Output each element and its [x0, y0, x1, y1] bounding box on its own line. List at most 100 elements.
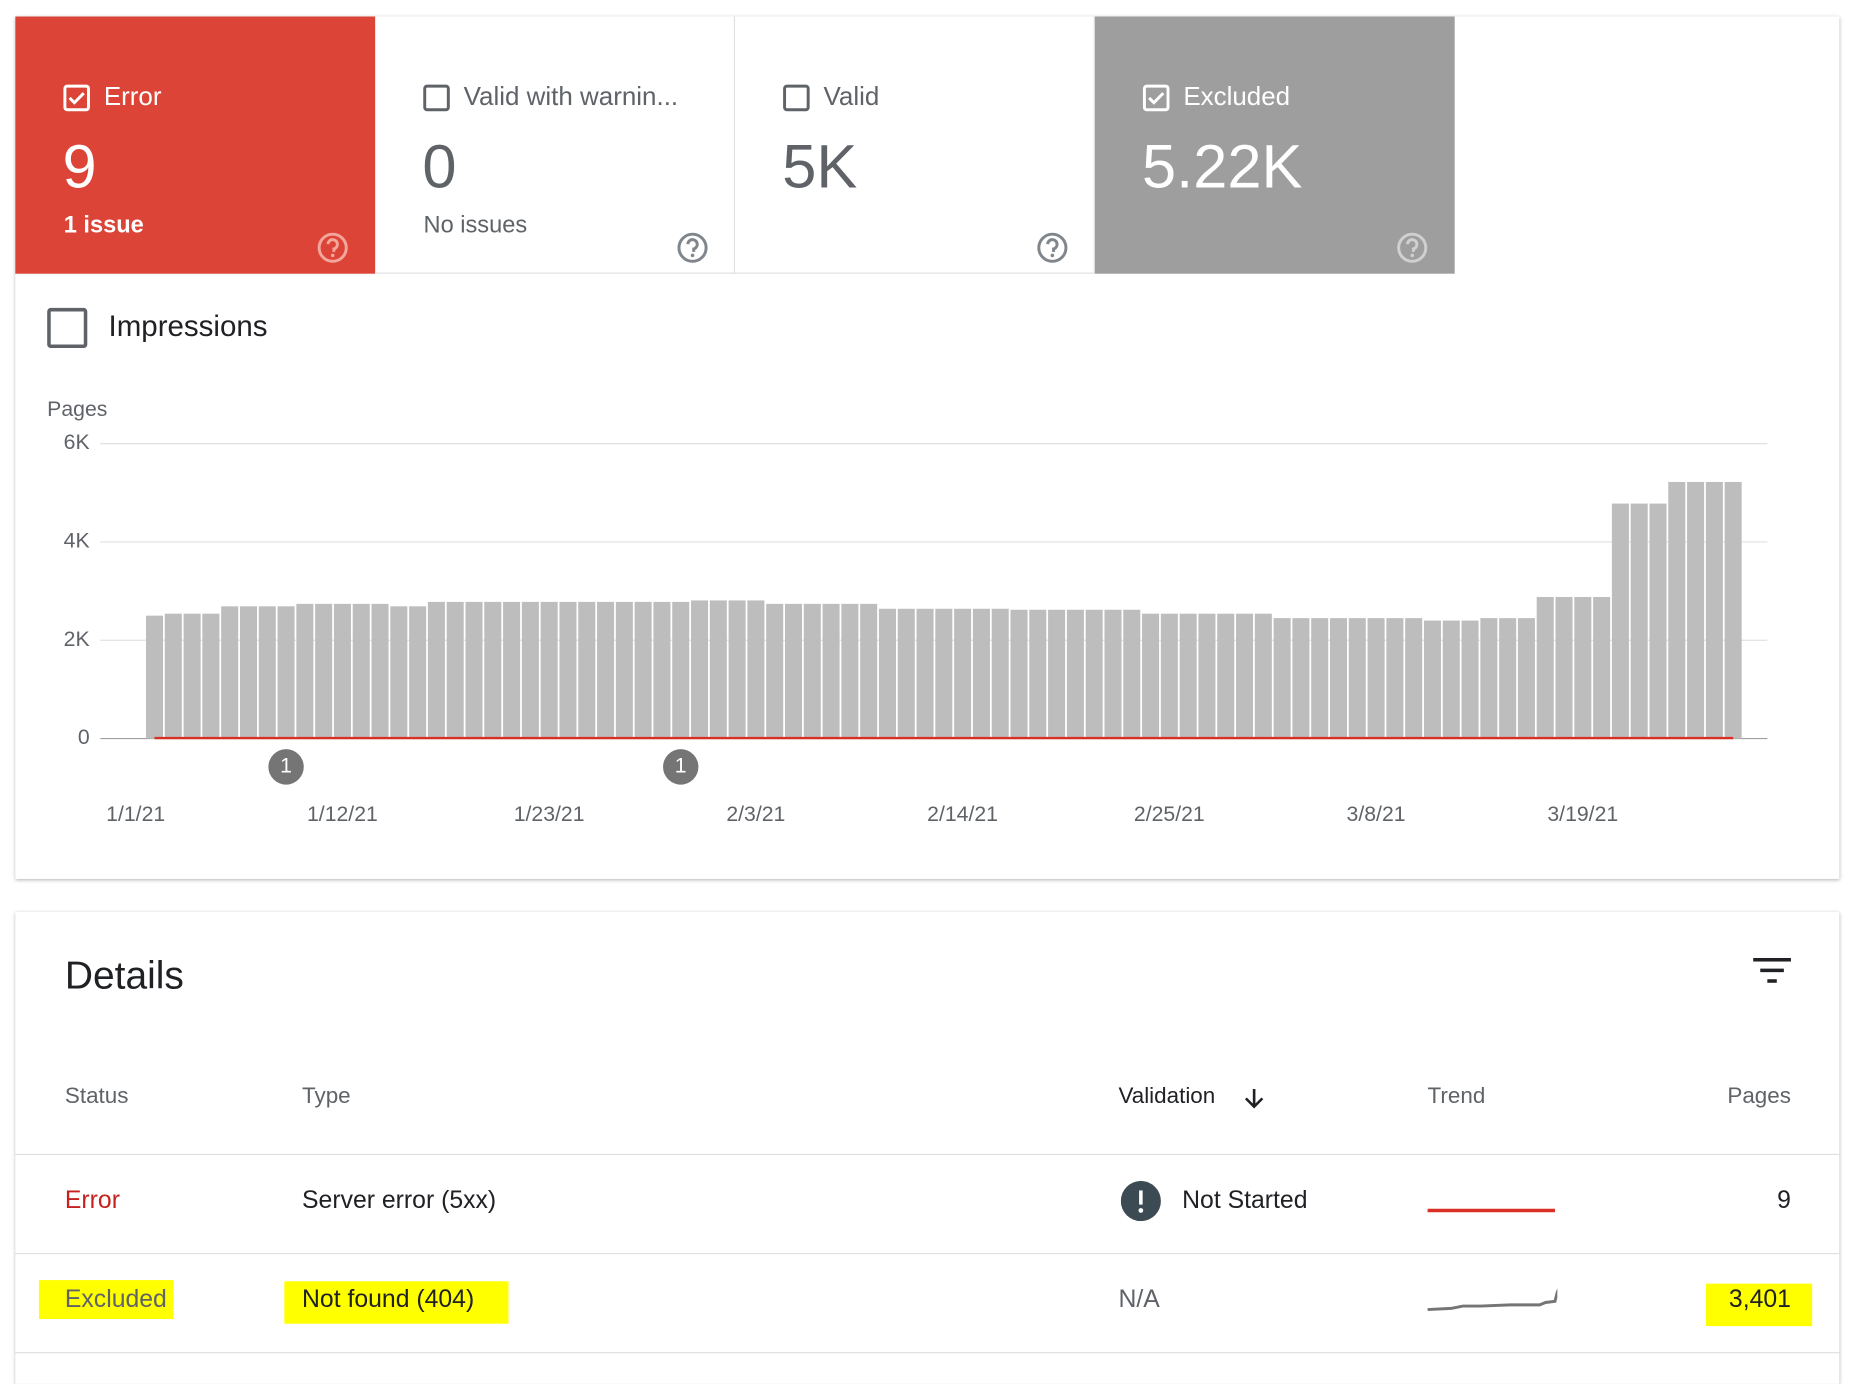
bar — [1104, 609, 1122, 739]
bar — [747, 600, 765, 739]
bar — [803, 603, 821, 739]
bar — [446, 601, 464, 739]
bar — [897, 608, 915, 739]
status-icon — [1120, 1180, 1161, 1222]
highlight — [38, 1280, 174, 1320]
pages: 3,401 — [1728, 1285, 1791, 1314]
trend — [1427, 1288, 1558, 1312]
bar — [371, 603, 389, 739]
valid-tile[interactable]: Valid 5K — [735, 16, 1095, 274]
bar — [653, 601, 671, 739]
bar — [822, 603, 840, 739]
bar — [164, 613, 182, 739]
x-tick-label: 1/23/21 — [514, 803, 585, 826]
x-tick-label: 3/8/21 — [1347, 803, 1406, 826]
column-header[interactable]: Trend — [1427, 1084, 1486, 1110]
sort-arrow[interactable] — [1241, 1085, 1267, 1111]
bar — [239, 606, 257, 739]
tile-sub: 1 issue — [63, 212, 144, 239]
divider — [15, 1153, 1840, 1156]
bar — [1499, 618, 1517, 739]
bar — [991, 608, 1009, 739]
filter-icon[interactable] — [1751, 956, 1793, 987]
bar — [878, 608, 896, 739]
bar — [409, 606, 427, 739]
bar — [615, 601, 633, 739]
help-icon[interactable] — [316, 231, 349, 264]
bar — [315, 603, 333, 739]
warning-tile[interactable]: Valid with warnin... 0 No issues — [375, 16, 736, 274]
pages: 9 — [1777, 1186, 1791, 1215]
bar — [1198, 613, 1216, 739]
tile-sub: No issues — [423, 212, 528, 239]
bar — [1123, 609, 1141, 739]
chart: Pages 0 2K 4K 6K 1/1/21 1/12/21 1/23/21 2/3/21 2… — [47, 398, 1768, 826]
impressions-label: Impressions — [108, 310, 268, 344]
bar — [1423, 620, 1441, 739]
bar — [540, 601, 558, 739]
bar — [352, 603, 370, 739]
bar — [1010, 609, 1028, 739]
bar — [390, 606, 408, 739]
bar — [521, 601, 539, 739]
x-tick-label: 2/25/21 — [1134, 803, 1205, 826]
bar — [1574, 596, 1592, 739]
status: Error — [64, 1186, 120, 1215]
bar — [183, 613, 201, 739]
checkbox[interactable] — [1142, 84, 1170, 112]
bar — [1048, 609, 1066, 739]
impressions-checkbox[interactable] — [47, 307, 88, 349]
x-tick-label: 2/14/21 — [927, 803, 998, 826]
x-tick-label: 3/19/21 — [1547, 803, 1618, 826]
tile-label: Error — [103, 81, 162, 111]
column-header[interactable]: Status — [64, 1084, 129, 1110]
tile-label: Valid — [823, 81, 880, 111]
y-tick-label: 2K — [64, 628, 90, 651]
tile-value: 5.22K — [1142, 133, 1303, 202]
type: Not found (404) — [302, 1285, 475, 1314]
checkbox[interactable] — [782, 84, 810, 112]
column-header[interactable]: Pages — [1727, 1084, 1791, 1110]
y-tick-label: 4K — [64, 530, 90, 553]
bar — [1066, 609, 1084, 739]
bar — [1348, 618, 1366, 739]
bar — [954, 608, 972, 739]
bar — [1611, 503, 1629, 739]
highlight — [284, 1281, 509, 1324]
bar — [1029, 609, 1047, 739]
type: Server error (5xx) — [302, 1186, 497, 1215]
help-icon[interactable] — [1036, 231, 1069, 264]
excluded-tile[interactable]: Excluded 5.22K — [1094, 16, 1455, 274]
bar — [1442, 620, 1460, 739]
bar — [1687, 481, 1705, 739]
y-tick-label: 6K — [64, 431, 90, 454]
bar — [146, 615, 164, 739]
bar — [1367, 618, 1385, 739]
bar — [1630, 503, 1648, 739]
details-title: Details — [64, 953, 184, 997]
error-tile[interactable]: Error 9 1 issue — [15, 16, 376, 274]
bar — [333, 603, 351, 739]
checkbox[interactable] — [63, 84, 91, 112]
bar — [1329, 618, 1348, 739]
bar — [296, 603, 314, 739]
help-icon[interactable] — [1396, 231, 1429, 264]
bar — [202, 613, 220, 739]
checkbox[interactable] — [422, 84, 450, 112]
bar — [597, 601, 615, 739]
bar — [1536, 596, 1554, 739]
tile-value: 0 — [422, 133, 457, 202]
column-header[interactable]: Validation — [1118, 1084, 1216, 1110]
bar — [465, 601, 483, 739]
annotation-marker — [663, 749, 699, 785]
x-tick-label: 2/3/21 — [726, 803, 785, 826]
bar — [1179, 613, 1197, 739]
bar — [1273, 618, 1291, 739]
bar — [766, 603, 784, 739]
column-header[interactable]: Type — [302, 1084, 351, 1110]
bar — [578, 601, 596, 739]
bar — [916, 608, 934, 739]
help-icon[interactable] — [676, 231, 709, 264]
x-tick-label: 1/1/21 — [106, 803, 165, 826]
